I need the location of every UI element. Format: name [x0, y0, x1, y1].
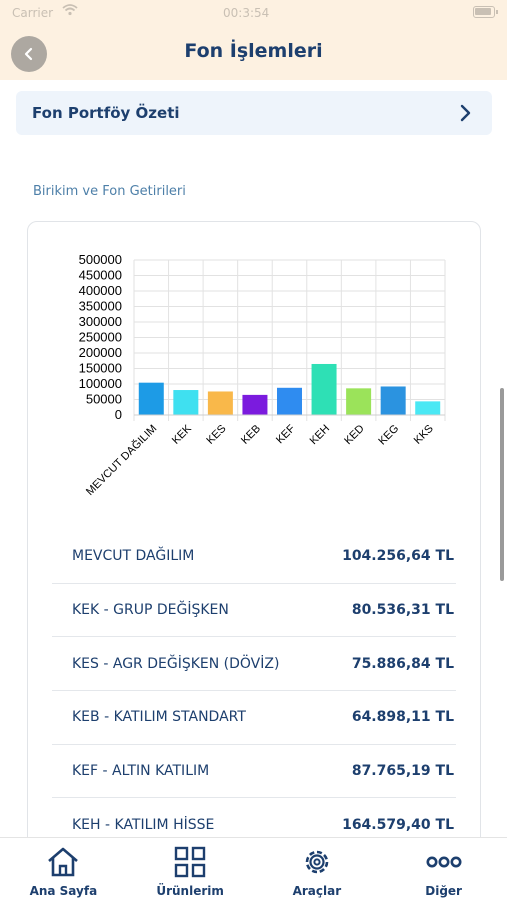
fund-value: 164.579,40 TL	[342, 817, 454, 834]
gear-icon	[305, 850, 329, 874]
x-tick-label: KEB	[239, 423, 263, 447]
tab-label: Araçlar	[292, 884, 342, 898]
fund-value: 75.886,84 TL	[351, 655, 454, 672]
bar[interactable]	[138, 382, 164, 415]
bar[interactable]	[346, 388, 372, 415]
fund-bar-chart: 5000004500004000003500003000002500002000…	[79, 252, 446, 498]
portfolio-summary-label: Fon Portföy Özeti	[32, 104, 180, 122]
bar[interactable]	[207, 391, 233, 415]
fund-row[interactable]: KES - AGR DEĞİŞKEN (DÖVİZ) 75.886,84 TL	[52, 637, 456, 692]
fund-value: 64.898,11 TL	[351, 709, 454, 726]
fund-value: 87.765,19 TL	[351, 763, 454, 780]
fund-row[interactable]: KEK - GRUP DEĞİŞKEN 80.536,31 TL	[52, 584, 456, 638]
y-tick-label: 250000	[79, 330, 122, 345]
y-tick-label: 150000	[79, 361, 122, 376]
bar[interactable]	[173, 390, 199, 415]
fund-row[interactable]: KEB - KATILIM STANDART 64.898,11 TL	[52, 691, 456, 745]
y-tick-label: 400000	[79, 283, 122, 298]
x-tick-label: KEK	[170, 422, 195, 447]
bar[interactable]	[380, 386, 406, 415]
more-icon	[426, 856, 462, 868]
grid-icon	[174, 846, 206, 878]
bar[interactable]	[277, 387, 302, 415]
bar[interactable]	[415, 401, 441, 415]
y-tick-label: 350000	[79, 299, 122, 314]
tab-more[interactable]: Diğer	[380, 838, 507, 900]
fund-name: MEVCUT DAĞILIM	[72, 548, 195, 565]
tab-label: Ana Sayfa	[29, 884, 98, 898]
y-tick-label: 300000	[79, 314, 122, 329]
x-tick-label: KKS	[412, 423, 436, 447]
y-tick-label: 0	[115, 407, 122, 422]
fund-name: KEK - GRUP DEĞİŞKEN	[72, 602, 229, 619]
tab-tools[interactable]: Araçlar	[254, 838, 381, 900]
bar[interactable]	[242, 394, 268, 415]
back-button[interactable]	[11, 36, 47, 72]
bar[interactable]	[311, 363, 337, 415]
y-tick-label: 450000	[79, 268, 122, 283]
x-tick-label: KEH	[308, 423, 333, 448]
fund-card	[27, 221, 481, 861]
status-bar: Carrier 00:3:54	[0, 0, 507, 28]
page-title: Fon İşlemleri	[184, 40, 323, 62]
chevron-right-icon	[460, 104, 471, 122]
status-time: 00:3:54	[223, 6, 270, 20]
tab-label: Diğer	[425, 884, 462, 898]
fund-row[interactable]: MEVCUT DAĞILIM 104.256,64 TL	[52, 530, 456, 584]
section-title: Birikim ve Fon Getirileri	[33, 184, 186, 199]
fund-row[interactable]: KEF - ALTIN KATILIM 87.765,19 TL	[52, 745, 456, 799]
portfolio-summary-row[interactable]: Fon Portföy Özeti	[16, 91, 492, 135]
battery-icon	[473, 6, 498, 18]
y-tick-label: 100000	[79, 376, 122, 391]
tab-products[interactable]: Ürünlerim	[127, 838, 254, 900]
y-tick-label: 50000	[86, 392, 122, 407]
wifi-icon	[62, 3, 78, 21]
home-icon	[48, 847, 79, 877]
x-tick-label: KEF	[274, 422, 298, 446]
scrollbar[interactable]	[500, 388, 504, 581]
fund-name: KEB - KATILIM STANDART	[72, 709, 246, 726]
carrier-label: Carrier	[12, 6, 54, 20]
chevron-left-icon	[24, 47, 33, 61]
fund-name: KEH - KATILIM HİSSE	[72, 817, 215, 834]
fund-list: MEVCUT DAĞILIM 104.256,64 TL KEK - GRUP DE…	[52, 530, 456, 852]
x-tick-label: KEG	[376, 423, 401, 448]
tab-home[interactable]: Ana Sayfa	[0, 838, 127, 900]
tab-bar: Ana Sayfa Ürünlerim Araçlar Diğer	[0, 837, 507, 900]
x-tick-label: KES	[204, 423, 228, 447]
y-tick-label: 500000	[79, 252, 122, 267]
nav-header: Fon İşlemleri	[0, 28, 507, 80]
fund-name: KES - AGR DEĞİŞKEN (DÖVİZ)	[72, 655, 280, 672]
x-tick-label: KED	[342, 423, 367, 448]
fund-name: KEF - ALTIN KATILIM	[72, 763, 210, 780]
fund-value: 80.536,31 TL	[351, 602, 454, 619]
y-tick-label: 200000	[79, 345, 122, 360]
tab-label: Ürünlerim	[156, 884, 224, 898]
x-tick-label: MEVCUT DAĞILIM	[83, 422, 159, 498]
fund-value: 104.256,64 TL	[342, 548, 454, 565]
fund-row[interactable]: KEH - KATILIM HİSSE 164.579,40 TL	[52, 798, 456, 852]
